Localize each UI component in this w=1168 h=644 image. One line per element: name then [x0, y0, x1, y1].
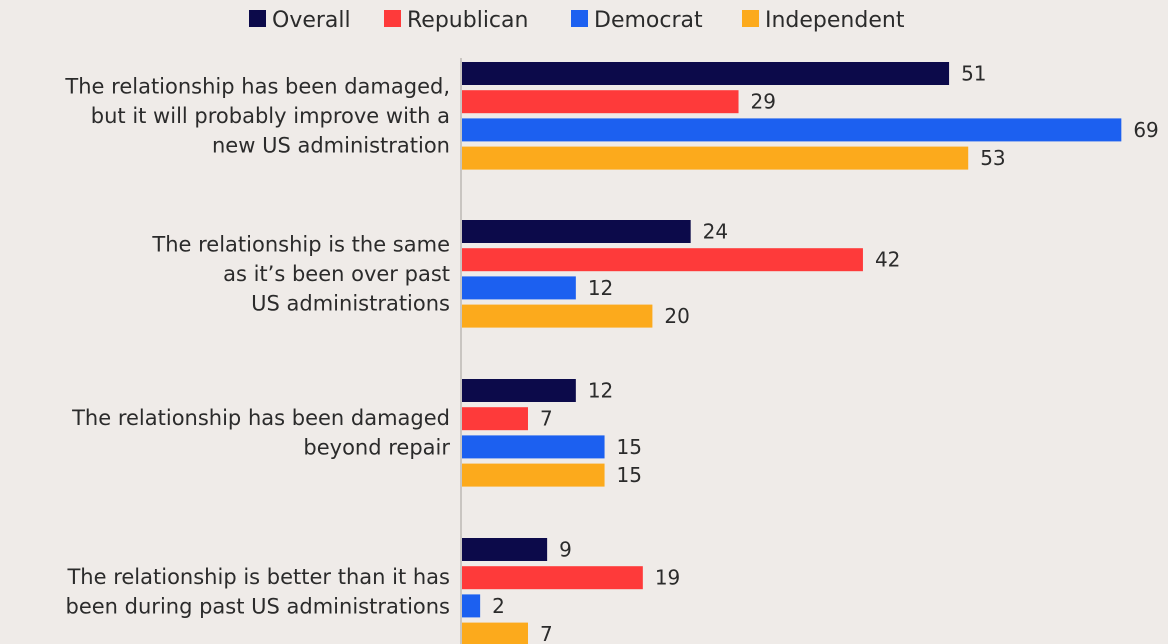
value-label-independent-cat-1: 53 [980, 146, 1005, 170]
bar-democrat-cat-4 [461, 594, 481, 618]
category-label-4-line-2: been during past US administrations [66, 595, 450, 619]
value-label-independent-cat-3: 15 [617, 463, 642, 487]
bar-democrat-cat-1 [461, 118, 1122, 142]
bar-democrat-cat-3 [461, 435, 605, 459]
category-label-4-line-1: The relationship is better than it has [66, 565, 450, 589]
bar-republican-cat-4 [461, 566, 643, 590]
bar-democrat-cat-2 [461, 276, 576, 300]
bar-independent-cat-2 [461, 304, 653, 328]
bar-independent-cat-4 [461, 622, 528, 644]
value-label-overall-cat-3: 12 [588, 379, 613, 403]
bar-overall-cat-1 [461, 62, 950, 85]
value-label-democrat-cat-3: 15 [617, 435, 642, 459]
value-label-independent-cat-4: 7 [540, 622, 553, 644]
value-label-democrat-cat-2: 12 [588, 276, 613, 300]
category-label-1-line-3: new US administration [212, 133, 450, 157]
category-label-2-line-1: The relationship is the same [151, 232, 450, 256]
bar-independent-cat-1 [461, 146, 969, 170]
bar-independent-cat-3 [461, 463, 605, 487]
value-label-overall-cat-1: 51 [961, 62, 986, 86]
bar-republican-cat-3 [461, 407, 528, 431]
legend-swatch-overall [249, 10, 266, 27]
value-labels: 51 29 69 53 24 42 12 20 12 7 15 15 9 19 2 7 [492, 62, 1159, 644]
value-label-democrat-cat-1: 69 [1133, 118, 1158, 142]
value-label-independent-cat-2: 20 [664, 304, 689, 328]
legend-label-overall: Overall [272, 8, 351, 33]
legend-label-democrat: Democrat [594, 8, 703, 33]
category-labels: The relationship has been damaged, but it… [64, 74, 450, 618]
value-label-republican-cat-3: 7 [540, 407, 553, 431]
category-label-2-line-3: US administrations [251, 291, 450, 315]
value-label-overall-cat-4: 9 [559, 538, 572, 562]
bar-republican-cat-2 [461, 248, 863, 272]
bars [461, 62, 1122, 644]
legend-swatch-democrat [571, 10, 588, 27]
category-label-1-line-2: but it will probably improve with a [91, 104, 450, 128]
value-label-republican-cat-1: 29 [751, 90, 776, 114]
bar-overall-cat-2 [461, 220, 691, 243]
category-label-1-line-1: The relationship has been damaged, [64, 74, 450, 98]
legend: Overall Republican Democrat Independent [249, 8, 905, 33]
legend-swatch-republican [384, 10, 401, 27]
category-label-3-line-2: beyond repair [303, 436, 450, 460]
legend-label-independent: Independent [765, 8, 905, 33]
legend-swatch-independent [742, 10, 759, 27]
bar-overall-cat-4 [461, 538, 548, 561]
bar-republican-cat-1 [461, 90, 739, 114]
category-label-3-line-1: The relationship has been damaged [71, 406, 450, 430]
legend-label-republican: Republican [407, 8, 528, 33]
bar-overall-cat-3 [461, 379, 576, 402]
value-label-overall-cat-2: 24 [703, 220, 728, 244]
category-label-2-line-2: as it’s been over past [223, 262, 450, 286]
value-label-republican-cat-2: 42 [875, 248, 900, 272]
value-label-democrat-cat-4: 2 [492, 594, 505, 618]
value-label-republican-cat-4: 19 [655, 566, 680, 590]
